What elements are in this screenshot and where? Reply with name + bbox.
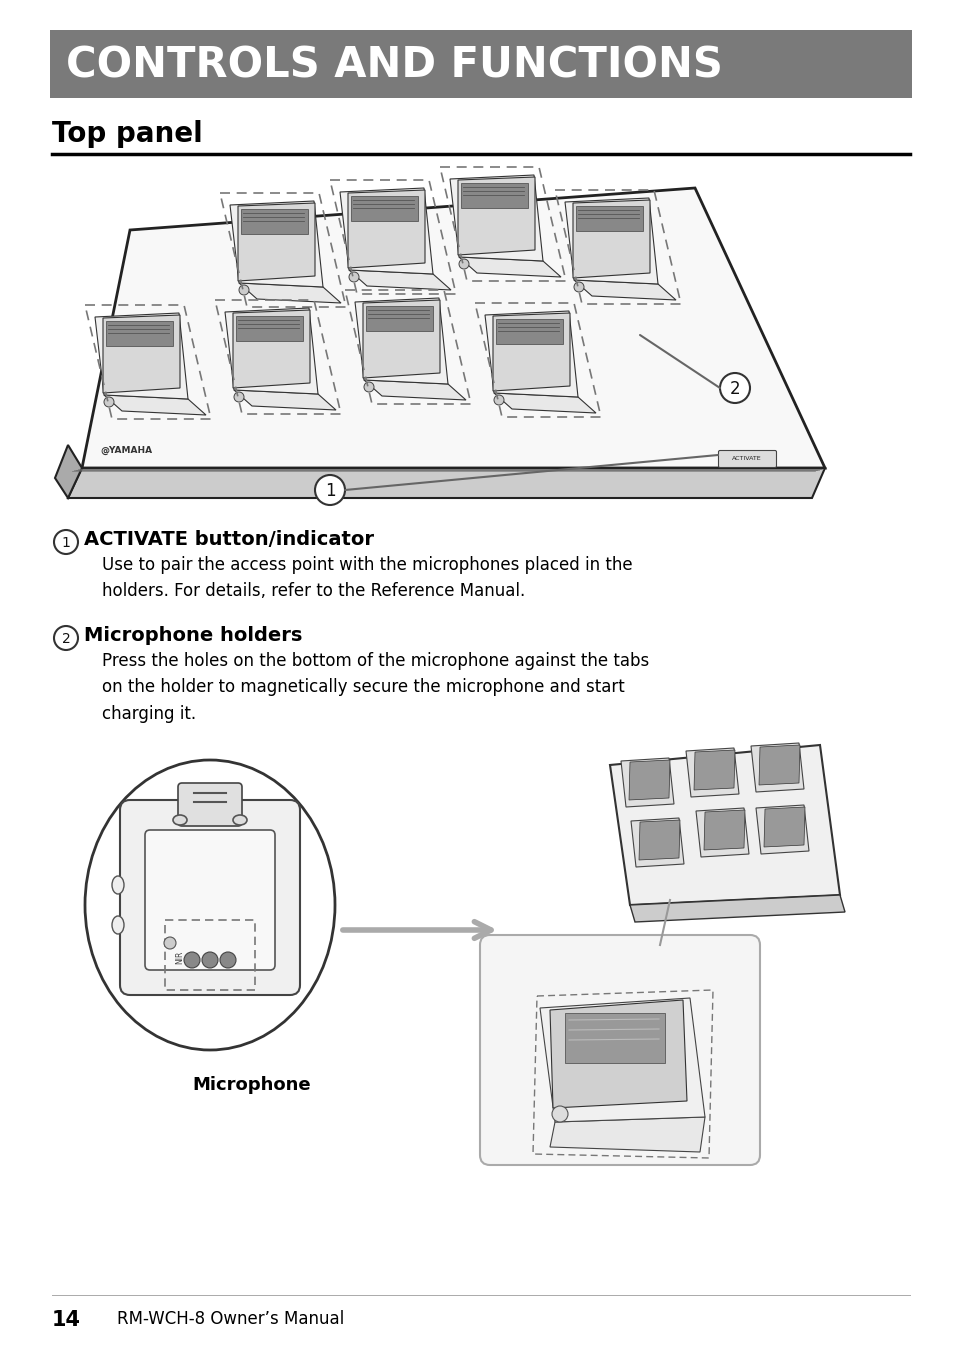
Polygon shape (349, 270, 451, 291)
Ellipse shape (112, 916, 124, 933)
Text: 14: 14 (52, 1310, 81, 1330)
Ellipse shape (233, 815, 247, 824)
Polygon shape (458, 257, 560, 277)
Polygon shape (68, 468, 824, 498)
FancyBboxPatch shape (496, 319, 562, 344)
Circle shape (314, 475, 345, 504)
Text: ACTIVATE button/indicator: ACTIVATE button/indicator (84, 530, 374, 549)
FancyBboxPatch shape (718, 451, 776, 468)
Polygon shape (693, 751, 734, 790)
Polygon shape (339, 188, 433, 274)
Circle shape (54, 625, 78, 650)
Circle shape (349, 272, 358, 282)
Polygon shape (629, 894, 844, 923)
Text: 1: 1 (62, 537, 71, 550)
Polygon shape (457, 178, 535, 256)
Circle shape (104, 397, 113, 408)
Circle shape (164, 937, 175, 950)
Circle shape (720, 373, 749, 404)
Text: Press the holes on the bottom of the microphone against the tabs
on the holder t: Press the holes on the bottom of the mic… (102, 652, 649, 722)
FancyBboxPatch shape (120, 800, 299, 995)
Ellipse shape (85, 760, 335, 1050)
Text: RM-WCH-8 Owner’s Manual: RM-WCH-8 Owner’s Manual (117, 1310, 344, 1328)
Circle shape (184, 952, 200, 968)
Polygon shape (55, 445, 82, 498)
FancyBboxPatch shape (366, 307, 433, 331)
Text: Microphone: Microphone (192, 1076, 311, 1093)
Circle shape (233, 391, 244, 402)
Polygon shape (628, 760, 669, 800)
Ellipse shape (112, 876, 124, 894)
Polygon shape (574, 280, 676, 300)
FancyBboxPatch shape (106, 321, 172, 346)
Polygon shape (82, 188, 824, 468)
Polygon shape (450, 175, 542, 261)
Text: ACTIVATE: ACTIVATE (731, 456, 761, 461)
Polygon shape (103, 315, 180, 393)
Text: Top panel: Top panel (52, 120, 203, 148)
Polygon shape (484, 311, 578, 397)
Text: CONTROLS AND FUNCTIONS: CONTROLS AND FUNCTIONS (66, 44, 722, 87)
Polygon shape (750, 742, 803, 792)
Polygon shape (550, 1116, 704, 1153)
Polygon shape (364, 381, 465, 399)
Text: 1: 1 (324, 482, 335, 500)
Polygon shape (348, 190, 424, 268)
FancyBboxPatch shape (479, 935, 760, 1165)
Polygon shape (225, 308, 317, 394)
FancyBboxPatch shape (351, 196, 417, 221)
Polygon shape (685, 748, 739, 798)
Polygon shape (233, 390, 335, 410)
Circle shape (54, 530, 78, 554)
Text: Microphone holders: Microphone holders (84, 625, 302, 646)
Polygon shape (237, 203, 314, 281)
Circle shape (552, 1106, 567, 1122)
Text: 2: 2 (62, 632, 71, 646)
Polygon shape (573, 200, 649, 278)
Circle shape (574, 282, 583, 292)
Polygon shape (703, 810, 744, 850)
FancyBboxPatch shape (50, 30, 911, 98)
Text: 2: 2 (729, 381, 740, 398)
Circle shape (220, 952, 235, 968)
Polygon shape (493, 313, 569, 391)
Circle shape (202, 952, 218, 968)
Polygon shape (233, 309, 310, 387)
FancyBboxPatch shape (576, 206, 642, 231)
Polygon shape (763, 807, 804, 847)
Polygon shape (639, 820, 679, 859)
FancyBboxPatch shape (564, 1013, 664, 1063)
Text: NIR: NIR (174, 951, 184, 963)
Polygon shape (95, 313, 188, 399)
Polygon shape (230, 200, 323, 286)
Polygon shape (239, 282, 340, 303)
Polygon shape (494, 393, 596, 413)
FancyBboxPatch shape (241, 208, 308, 234)
Polygon shape (363, 300, 439, 378)
FancyBboxPatch shape (235, 316, 303, 342)
Polygon shape (759, 745, 800, 785)
Ellipse shape (172, 815, 187, 824)
Circle shape (458, 260, 469, 269)
Polygon shape (104, 395, 206, 416)
Polygon shape (696, 808, 748, 857)
FancyBboxPatch shape (460, 183, 527, 208)
Circle shape (364, 382, 374, 391)
Polygon shape (564, 198, 658, 284)
Polygon shape (609, 745, 840, 905)
FancyBboxPatch shape (145, 830, 274, 970)
Polygon shape (630, 818, 683, 868)
Text: @YAMAHA: @YAMAHA (100, 445, 152, 455)
Circle shape (494, 395, 503, 405)
Text: Use to pair the access point with the microphones placed in the
holders. For det: Use to pair the access point with the mi… (102, 555, 632, 600)
Polygon shape (550, 999, 686, 1108)
Circle shape (239, 285, 249, 295)
Polygon shape (620, 759, 673, 807)
FancyBboxPatch shape (178, 783, 242, 826)
Polygon shape (539, 998, 704, 1122)
Polygon shape (355, 299, 448, 385)
Polygon shape (755, 806, 808, 854)
